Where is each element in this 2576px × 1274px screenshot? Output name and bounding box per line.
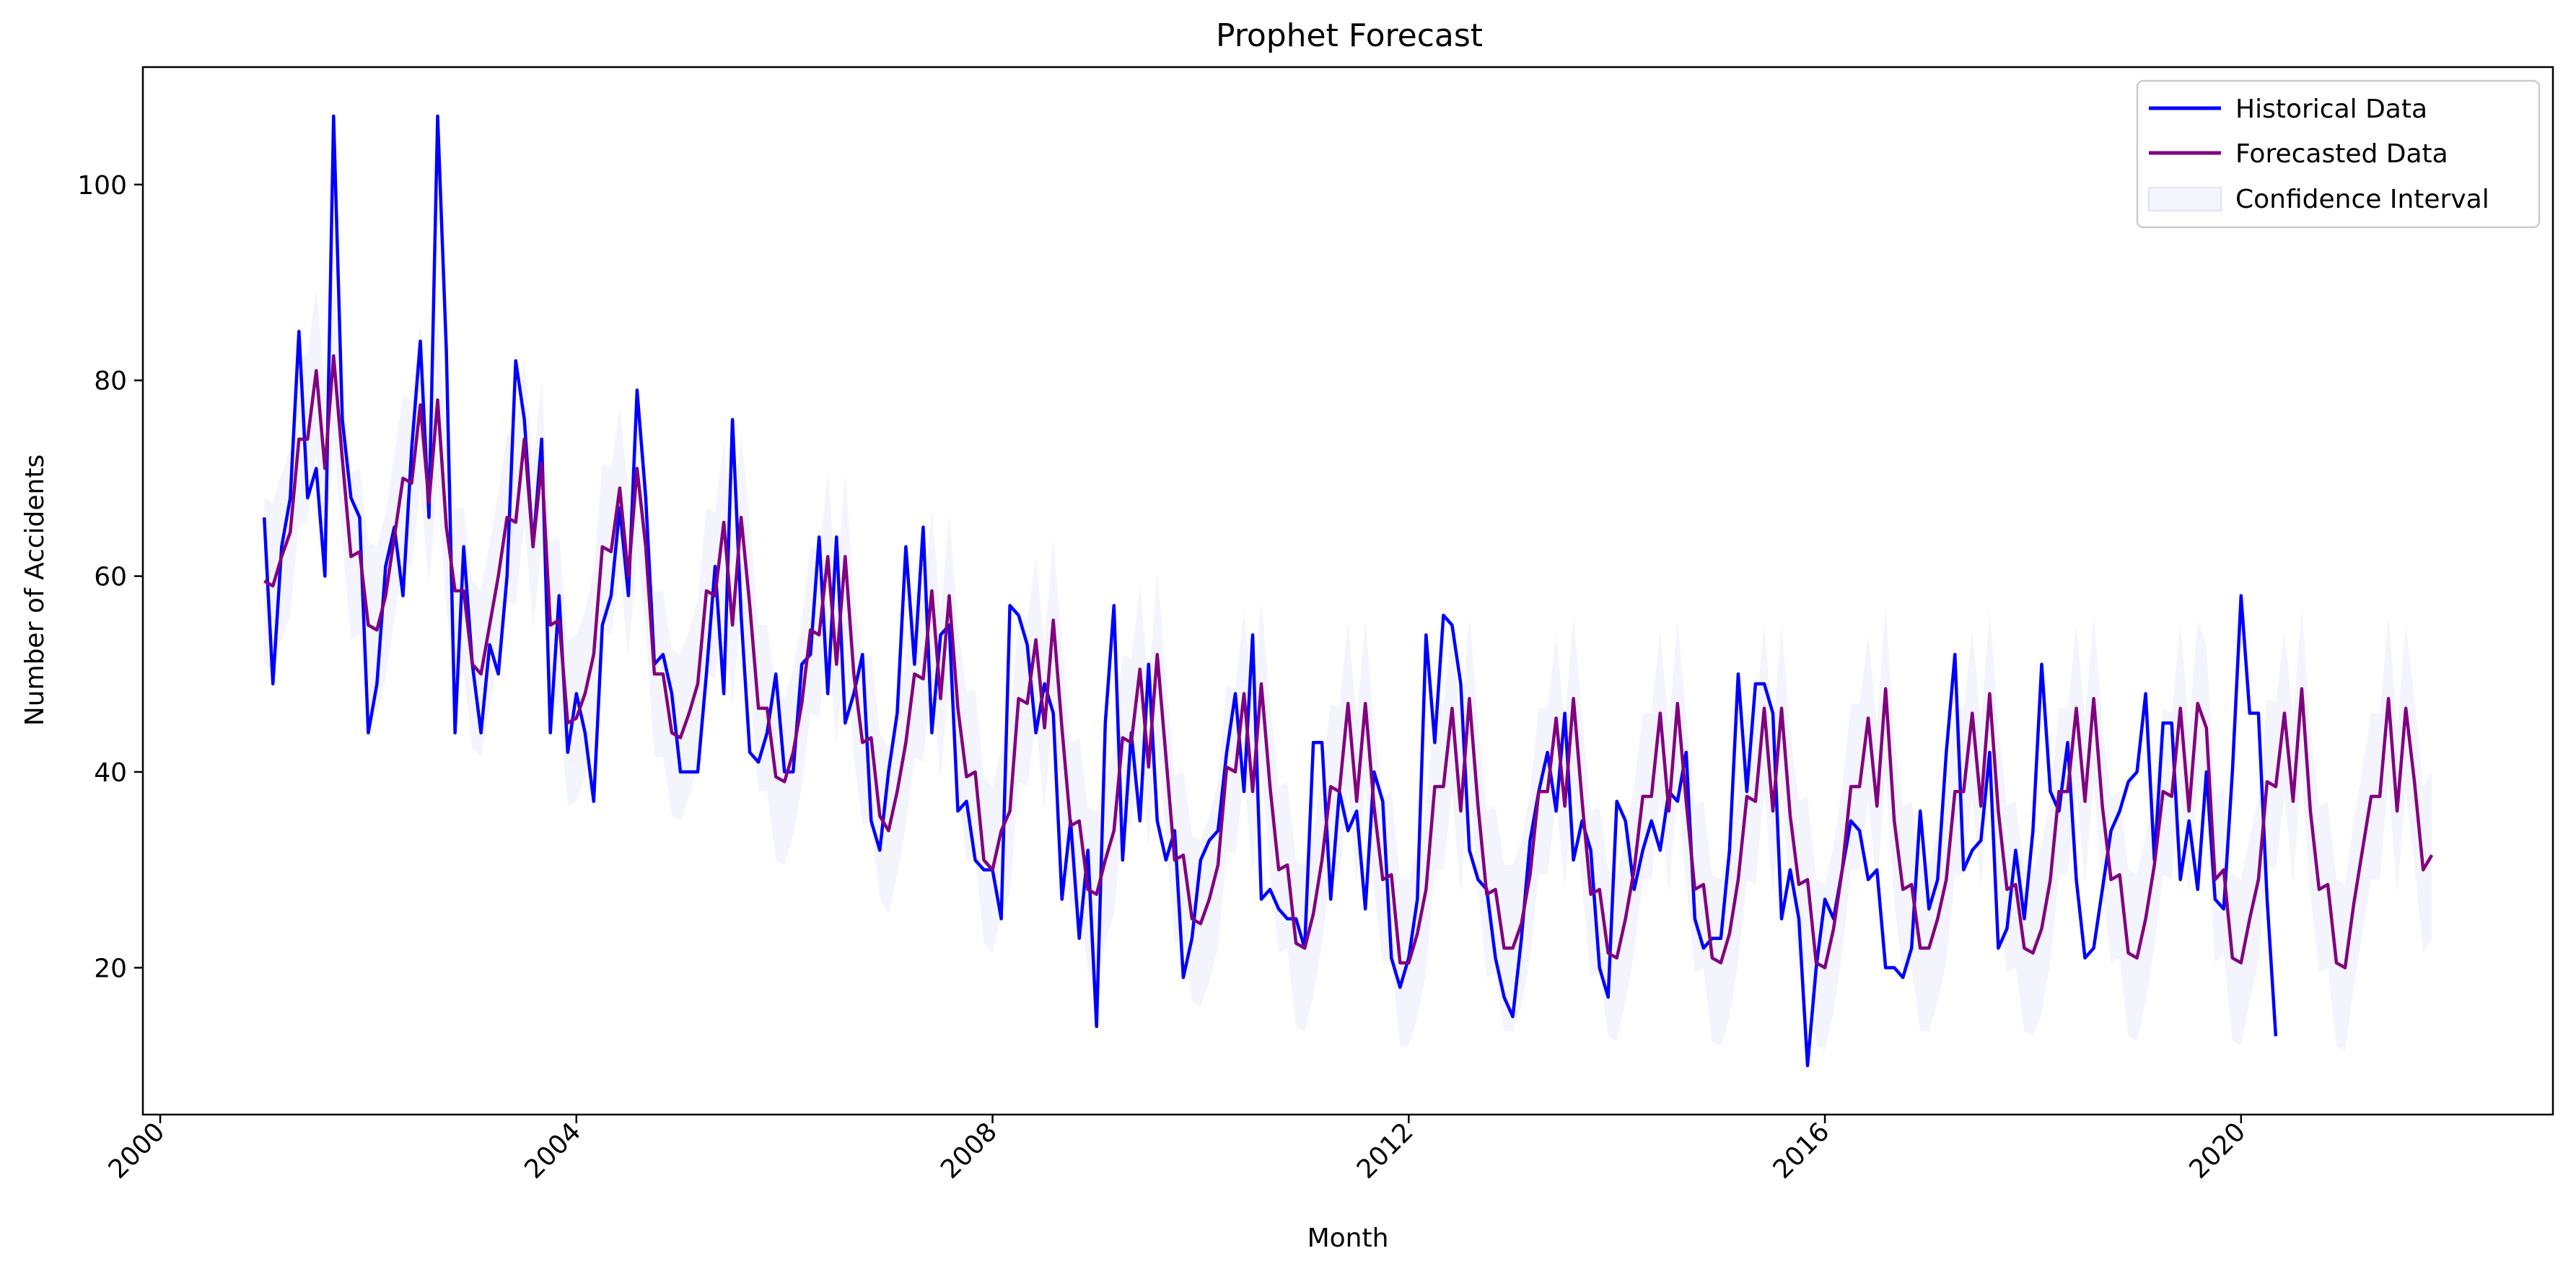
series-layer	[262, 114, 2434, 1068]
y-tick-label: 20	[94, 954, 127, 983]
confidence-interval-layer	[264, 273, 2432, 1051]
plot-area	[141, 66, 2554, 1116]
y-tick-label: 40	[94, 758, 127, 788]
historical-data-line	[262, 114, 2278, 1068]
plot-frame	[141, 66, 2554, 1116]
chart-title: Prophet Forecast	[1216, 17, 1483, 54]
legend-box	[2136, 79, 2541, 229]
y-axis-label: Number of Accidents	[20, 454, 50, 726]
legend-confidence-swatch	[2148, 187, 2222, 211]
y-tick-label: 60	[94, 563, 127, 592]
forecasted-data-line	[263, 354, 2434, 970]
y-axis: 20 40 60 80 100	[77, 171, 143, 983]
legend: Historical Data Forecasted Data Confiden…	[2136, 79, 2541, 229]
confidence-interval-band	[264, 273, 2432, 1051]
y-tick-label: 80	[94, 366, 127, 396]
y-tick-label: 100	[77, 171, 127, 201]
legend-confidence-label: Confidence Interval	[2235, 185, 2489, 214]
x-axis-label: Month	[1307, 1224, 1389, 1253]
legend-historical-label: Historical Data	[2235, 95, 2427, 124]
legend-forecast-label: Forecasted Data	[2235, 139, 2448, 169]
